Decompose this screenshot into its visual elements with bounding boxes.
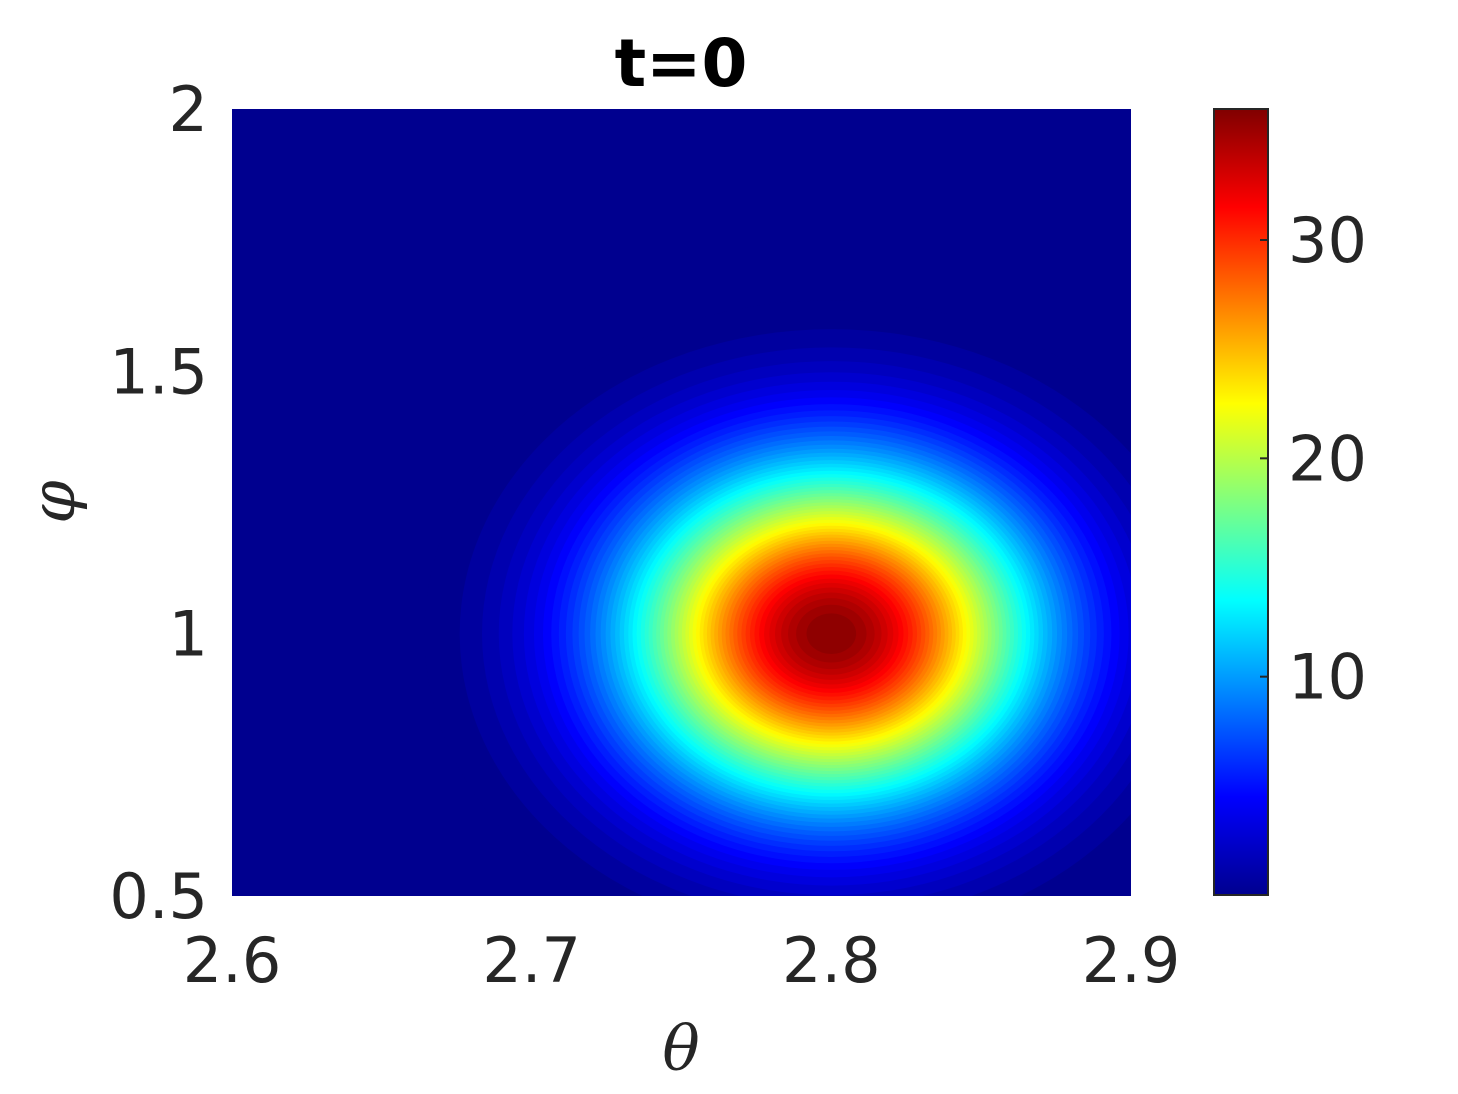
chart-title: t=0 — [615, 25, 748, 102]
colorbar: 10 20 30 — [1213, 108, 1367, 896]
colorbar-ticks: 10 20 30 — [1260, 204, 1367, 714]
colorbar-tick-label: 10 — [1288, 641, 1367, 714]
x-tick-label: 2.9 — [1082, 924, 1181, 997]
plot-area — [232, 109, 1131, 896]
colorbar-tick-label: 30 — [1288, 204, 1367, 277]
colorbar-gradient — [1213, 108, 1269, 896]
x-tick-label: 2.8 — [782, 924, 881, 997]
colorbar-tick-label: 20 — [1288, 422, 1367, 495]
x-tick-label: 2.7 — [482, 924, 581, 997]
y-tick-label: 0.5 — [109, 860, 208, 933]
y-tick-label: 1 — [169, 598, 208, 671]
x-axis-label: θ — [662, 1012, 699, 1085]
x-tick-label: 2.6 — [183, 924, 282, 997]
x-axis-ticks: 2.6 2.7 2.8 2.9 — [183, 924, 1181, 997]
contour-level-64 — [806, 613, 857, 654]
y-axis-ticks: 0.5 1 1.5 2 — [109, 73, 208, 933]
y-axis-label: φ — [16, 480, 89, 524]
y-tick-label: 2 — [169, 73, 208, 146]
heatmap-contours — [424, 300, 1131, 896]
y-tick-label: 1.5 — [109, 335, 208, 408]
